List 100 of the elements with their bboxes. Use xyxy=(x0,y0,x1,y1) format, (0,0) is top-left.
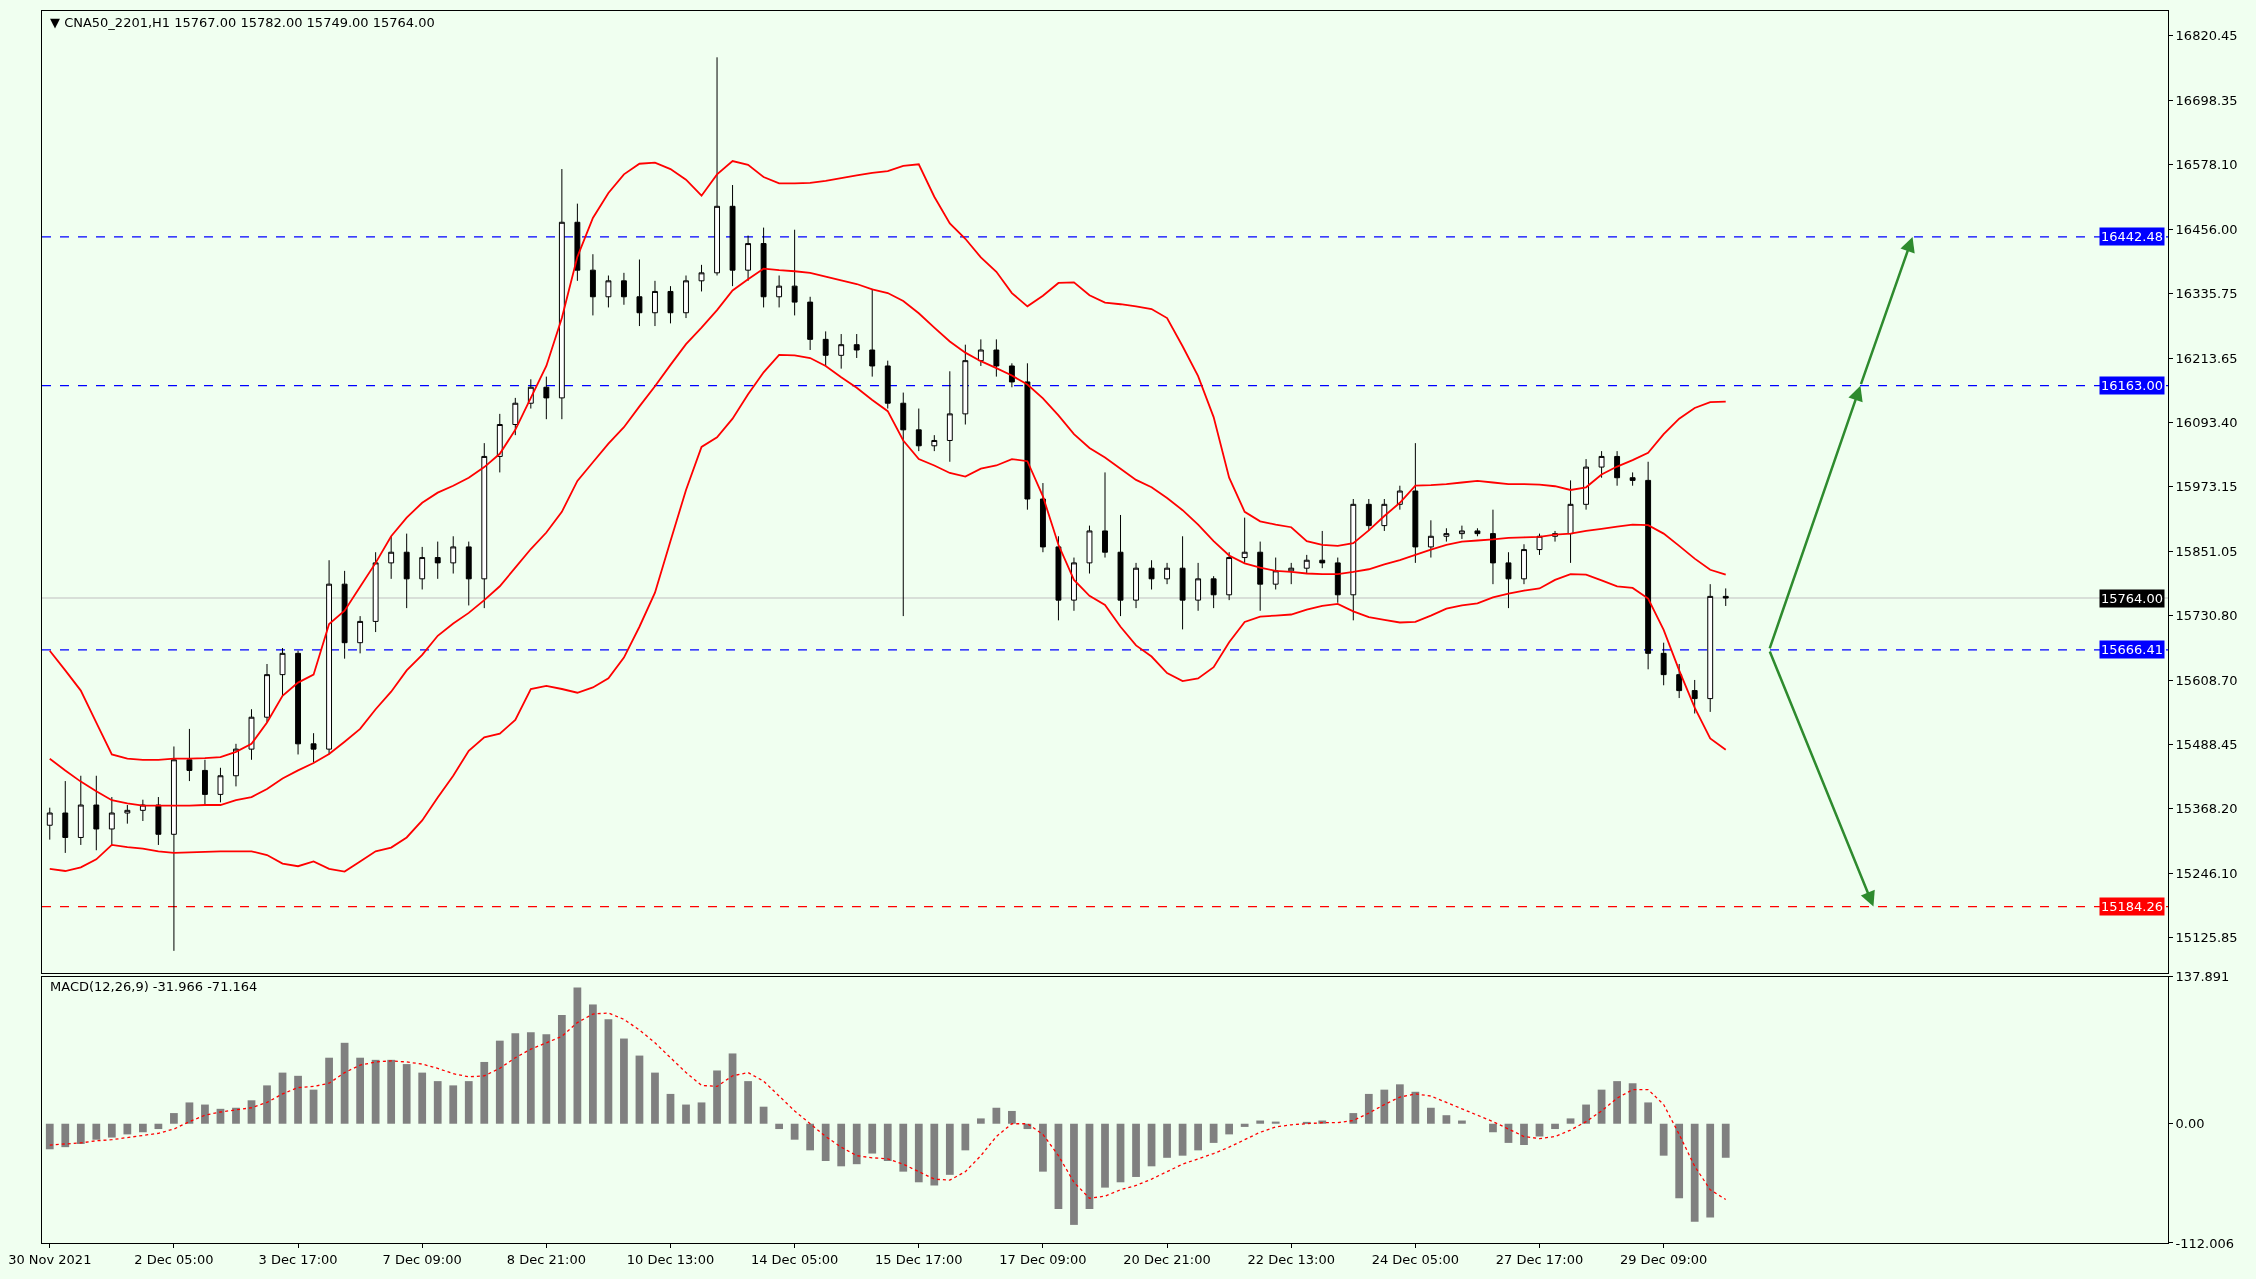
candlestick xyxy=(93,775,100,851)
candlestick xyxy=(403,533,410,609)
candlestick xyxy=(388,535,395,580)
bar xyxy=(635,1055,644,1124)
candlestick xyxy=(1598,450,1605,479)
bar xyxy=(573,987,582,1124)
bar xyxy=(1039,1123,1047,1172)
ref-line-label: 15666.41 xyxy=(2101,642,2164,657)
candlestick xyxy=(1629,471,1636,487)
candlestick xyxy=(62,780,69,854)
y-tick-label: 16820.45 xyxy=(2175,28,2238,44)
candlestick xyxy=(1226,551,1233,601)
x-tick-label: 20 Dec 21:00 xyxy=(1123,1251,1211,1267)
bar xyxy=(1659,1123,1668,1156)
line-series xyxy=(49,1012,1727,1201)
bar xyxy=(806,1123,815,1151)
y-tick-label: 15973.15 xyxy=(2175,479,2238,495)
bar xyxy=(201,1104,209,1124)
ref-line-label: 16442.48 xyxy=(2101,229,2164,244)
candlestick xyxy=(1288,562,1295,585)
bar xyxy=(325,1057,333,1124)
bar xyxy=(1132,1123,1140,1177)
candlestick xyxy=(1133,562,1139,609)
candlestick xyxy=(217,767,224,803)
candlestick xyxy=(776,275,783,308)
candlestick xyxy=(962,344,969,426)
y-tick-label: 15608.70 xyxy=(2175,673,2238,689)
candlestick xyxy=(248,708,255,761)
y-tick-label: 16578.10 xyxy=(2175,157,2238,173)
bar xyxy=(263,1085,271,1124)
bar xyxy=(557,1015,566,1124)
y-tick-label: -112.006 xyxy=(2175,1235,2235,1251)
x-tick-label: 8 Dec 21:00 xyxy=(506,1251,586,1267)
bar xyxy=(682,1104,690,1124)
y-tick-label: 15246.10 xyxy=(2175,866,2238,882)
bar xyxy=(387,1059,396,1124)
candlestick xyxy=(729,184,736,287)
bar xyxy=(1458,1120,1466,1124)
candlestick xyxy=(946,370,953,463)
candlestick xyxy=(869,288,876,378)
candlestick xyxy=(1039,482,1046,553)
bar xyxy=(402,1064,411,1124)
candlestick xyxy=(1583,458,1590,511)
y-tick-label: 0.00 xyxy=(2175,1116,2205,1132)
bar xyxy=(138,1123,147,1133)
candlestick xyxy=(108,796,115,846)
bar xyxy=(1644,1102,1653,1124)
candlestick xyxy=(884,360,891,410)
bar xyxy=(1349,1113,1358,1124)
candlestick xyxy=(589,253,596,316)
candlestick xyxy=(977,338,984,367)
candlestick xyxy=(1427,519,1434,559)
bar xyxy=(340,1042,349,1124)
candlestick xyxy=(170,745,177,952)
ref-line-label: 16163.00 xyxy=(2101,378,2164,393)
candlestick xyxy=(1319,530,1326,569)
candlestick xyxy=(310,732,317,763)
bar xyxy=(1628,1083,1637,1124)
x-tick-label: 14 Dec 05:00 xyxy=(750,1251,839,1267)
y-tick-label: 16213.65 xyxy=(2175,351,2238,367)
bar xyxy=(945,1123,954,1175)
x-tick-label: 22 Dec 13:00 xyxy=(1247,1251,1335,1267)
bar xyxy=(790,1123,799,1140)
candlestick xyxy=(465,541,472,606)
bar xyxy=(1411,1091,1420,1124)
candlestick xyxy=(1272,557,1279,590)
candlestick xyxy=(1195,562,1202,612)
bar xyxy=(45,1123,54,1150)
bar xyxy=(961,1123,970,1151)
y-tick-label: 16456.00 xyxy=(2175,222,2238,238)
candlestick xyxy=(512,397,519,436)
chart-title: ▼ CNA50_2201,H1 15767.00 15782.00 15749.00 15764.00 xyxy=(50,15,435,30)
candlestick xyxy=(1505,551,1512,609)
bar xyxy=(1194,1123,1202,1151)
candlestick xyxy=(1645,461,1652,670)
x-tick-label: 3 Dec 17:00 xyxy=(258,1251,338,1267)
candlestick xyxy=(1334,557,1341,604)
bar xyxy=(620,1038,628,1124)
candlestick xyxy=(636,259,643,327)
candlestick xyxy=(1443,527,1450,543)
candlestick xyxy=(1474,527,1481,537)
bar xyxy=(899,1123,908,1172)
candlestick xyxy=(326,559,333,755)
bar xyxy=(976,1118,985,1124)
candlestick xyxy=(496,413,503,473)
bar xyxy=(1225,1123,1234,1135)
bar xyxy=(542,1034,551,1124)
bar xyxy=(1070,1123,1078,1225)
x-tick-label: 15 Dec 17:00 xyxy=(875,1251,963,1267)
candlestick xyxy=(1303,554,1310,575)
x-tick-label: 10 Dec 13:00 xyxy=(626,1251,715,1267)
candlestick xyxy=(264,663,270,724)
bar xyxy=(1256,1120,1265,1124)
candlestick xyxy=(1521,543,1527,585)
bar xyxy=(930,1123,939,1186)
bar xyxy=(309,1089,318,1124)
y-tick-label: 15125.85 xyxy=(2175,930,2238,946)
candlestick xyxy=(760,227,767,308)
candlestick xyxy=(124,804,131,825)
bar xyxy=(1364,1093,1373,1124)
